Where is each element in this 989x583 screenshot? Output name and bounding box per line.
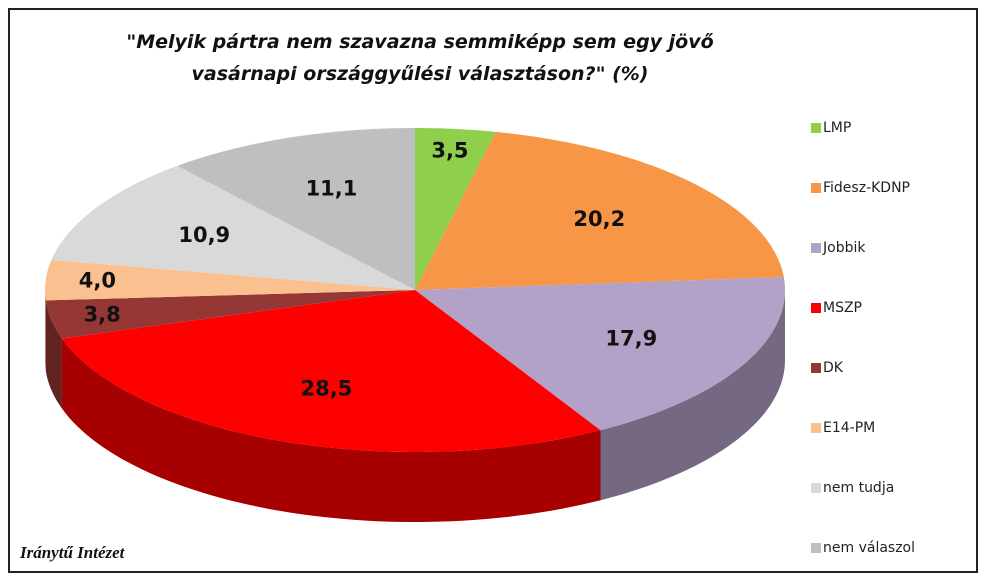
data-label: 20,2 (573, 207, 625, 231)
chart-title: "Melyik pártra nem szavazna semmiképp se… (126, 31, 714, 85)
slice (415, 277, 785, 431)
slice (51, 165, 415, 290)
data-label: 3,8 (84, 302, 121, 326)
slice (45, 290, 416, 339)
source-note: Iránytű Intézet (20, 543, 125, 562)
slice (415, 131, 784, 290)
wall-shade (45, 300, 62, 409)
legend-label: LMP (823, 120, 851, 136)
legend-label: E14-PM (823, 420, 875, 436)
legend-swatch (811, 123, 821, 133)
slice (61, 290, 601, 452)
legend-swatch (811, 183, 821, 193)
legend-swatch (811, 423, 821, 433)
legend-label: nem válaszol (823, 540, 915, 556)
legend-label: nem tudja (823, 480, 894, 496)
legend-swatch (811, 363, 821, 373)
legend-label: Fidesz-KDNP (823, 180, 910, 196)
wall-shade (45, 290, 46, 371)
data-label: 28,5 (301, 377, 353, 401)
legend-swatch (811, 243, 821, 253)
legend-swatch (811, 303, 821, 313)
data-label: 10,9 (178, 223, 230, 247)
chart-frame (8, 8, 978, 573)
legend-swatch (811, 543, 821, 553)
slice-wall (45, 290, 46, 371)
data-label: 17,9 (605, 327, 657, 351)
legend-label: Jobbik (822, 240, 866, 256)
legend-label: MSZP (823, 300, 862, 316)
data-label: 11,1 (306, 177, 358, 201)
slice (415, 128, 496, 290)
wall-shade (600, 290, 785, 501)
legend-swatch (811, 483, 821, 493)
slice (45, 259, 415, 301)
slice-wall (61, 338, 601, 522)
slice-wall (45, 300, 62, 409)
data-label: 3,5 (431, 139, 468, 163)
wall-shade (61, 338, 601, 522)
slice (177, 128, 415, 290)
data-label: 4,0 (79, 268, 116, 292)
slice-wall (600, 290, 785, 501)
legend-label: DK (823, 360, 844, 376)
